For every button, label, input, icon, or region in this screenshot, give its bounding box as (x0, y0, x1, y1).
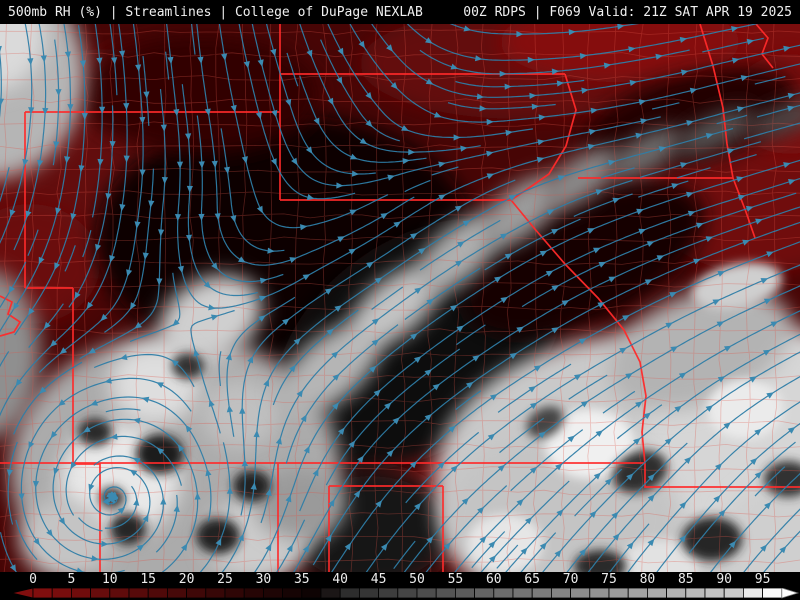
model-run-valid-info: 00Z RDPS | F069 Valid: 21Z SAT APR 19 20… (463, 4, 792, 20)
colorbar-tick-labels: 0 5 10 15 20 25 30 35 40 45 50 55 60 65 70 75 80 85 90 95 (0, 572, 800, 587)
colorbar-tick-label: 65 (524, 572, 541, 587)
colorbar-tick-label: 70 (562, 572, 579, 587)
streamlines (0, 24, 800, 572)
weather-map-canvas (0, 24, 800, 572)
colorbar-tick-label: 60 (485, 572, 502, 587)
colorbar-tick-label: 55 (447, 572, 464, 587)
colorbar-tick-label: 5 (67, 572, 76, 587)
product-title: 500mb RH (%) | Streamlines | College of … (8, 4, 423, 20)
weather-map (0, 24, 800, 572)
colorbar-tick-label: 50 (409, 572, 425, 587)
colorbar-scale (11, 588, 800, 599)
colorbar-tick-label: 15 (140, 572, 157, 587)
colorbar-tick-label: 95 (754, 572, 771, 587)
colorbar-tick-label: 10 (101, 572, 118, 587)
colorbar-tick-label: 30 (255, 572, 272, 587)
header-bar: 500mb RH (%) | Streamlines | College of … (0, 0, 800, 24)
colorbar-tick-label: 35 (293, 572, 310, 587)
rh-field (0, 24, 800, 572)
colorbar-tick-label: 40 (332, 572, 349, 587)
colorbar-tick-label: 85 (677, 572, 694, 587)
colorbar-tick-label: 75 (601, 572, 617, 587)
colorbar: 0 5 10 15 20 25 30 35 40 45 50 55 60 65 70 75 80 85 90 95 (0, 572, 800, 600)
colorbar-tick-label: 45 (370, 572, 387, 587)
colorbar-tick-label: 80 (639, 572, 656, 587)
colorbar-tick-label: 0 (29, 572, 37, 587)
colorbar-tick-label: 20 (178, 572, 195, 587)
colorbar-tick-label: 25 (217, 572, 233, 587)
colorbar-tick-label: 90 (716, 572, 733, 587)
